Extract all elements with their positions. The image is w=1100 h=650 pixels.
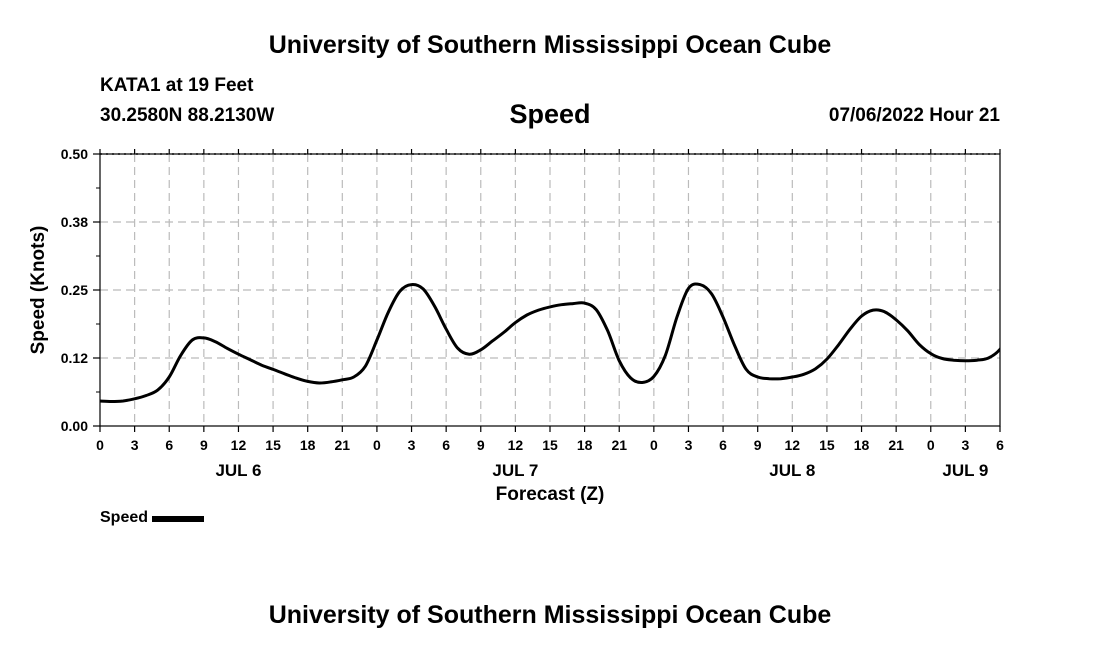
- x-tick-label: 0: [96, 437, 104, 453]
- x-tick-label: 9: [754, 437, 762, 453]
- y-tick-label: 0.12: [61, 350, 88, 366]
- legend: Speed: [100, 509, 205, 527]
- y-tick-label: 0.38: [61, 214, 88, 230]
- x-tick-label: 6: [442, 437, 450, 453]
- x-day-label: JUL 6: [215, 461, 261, 480]
- legend-label: Speed: [100, 509, 149, 526]
- x-tick-label: 6: [165, 437, 173, 453]
- x-axis-label: Forecast (Z): [496, 484, 605, 505]
- y-axis-label: Speed (Knots): [28, 226, 49, 355]
- x-tick-label: 12: [231, 437, 247, 453]
- x-tick-label: 0: [373, 437, 381, 453]
- x-tick-label: 15: [265, 437, 281, 453]
- x-tick-label: 9: [477, 437, 485, 453]
- station-coordinates: 30.2580N 88.2130W: [100, 105, 275, 126]
- x-tick-label: 0: [650, 437, 658, 453]
- x-tick-label: 18: [577, 437, 593, 453]
- station-label: KATA1 at 19 Feet: [100, 75, 254, 96]
- x-tick-label: 3: [408, 437, 416, 453]
- x-tick-label: 0: [927, 437, 935, 453]
- legend-swatch: [152, 516, 205, 522]
- x-tick-label: 21: [611, 437, 627, 453]
- footer-title: University of Southern Mississippi Ocean…: [268, 601, 832, 629]
- x-tick-label: 18: [300, 437, 316, 453]
- x-day-label: JUL 8: [769, 461, 815, 480]
- axis-layer: 0.00 0.12 0.25 0.38 0.50 0 3 6 9 12 15 18 21 0 3 6 9 12 15…: [61, 146, 1004, 480]
- x-tick-label: 21: [335, 437, 351, 453]
- y-tick-label: 0.25: [61, 282, 88, 298]
- x-tick-label: 6: [719, 437, 727, 453]
- grid-layer: [100, 153, 1000, 426]
- y-tick-label: 0.00: [61, 418, 88, 434]
- x-tick-label: 3: [961, 437, 969, 453]
- x-day-label: JUL 7: [492, 461, 538, 480]
- x-day-label: JUL 9: [942, 461, 988, 480]
- x-tick-label: 6: [996, 437, 1004, 453]
- x-tick-label: 12: [508, 437, 524, 453]
- x-tick-label: 3: [131, 437, 139, 453]
- variable-title: Speed: [509, 99, 591, 129]
- forecast-datetime: 07/06/2022 Hour 21: [828, 105, 1000, 126]
- x-tick-label: 15: [542, 437, 558, 453]
- speed-series-line: [100, 282, 1000, 403]
- x-tick-label: 18: [854, 437, 870, 453]
- x-tick-label: 21: [888, 437, 904, 453]
- x-tick-label: 3: [685, 437, 693, 453]
- y-tick-label: 0.50: [61, 146, 88, 162]
- x-tick-label: 9: [200, 437, 208, 453]
- x-tick-label: 12: [785, 437, 801, 453]
- chart-title: University of Southern Mississippi Ocean…: [268, 31, 832, 59]
- x-tick-label: 15: [819, 437, 835, 453]
